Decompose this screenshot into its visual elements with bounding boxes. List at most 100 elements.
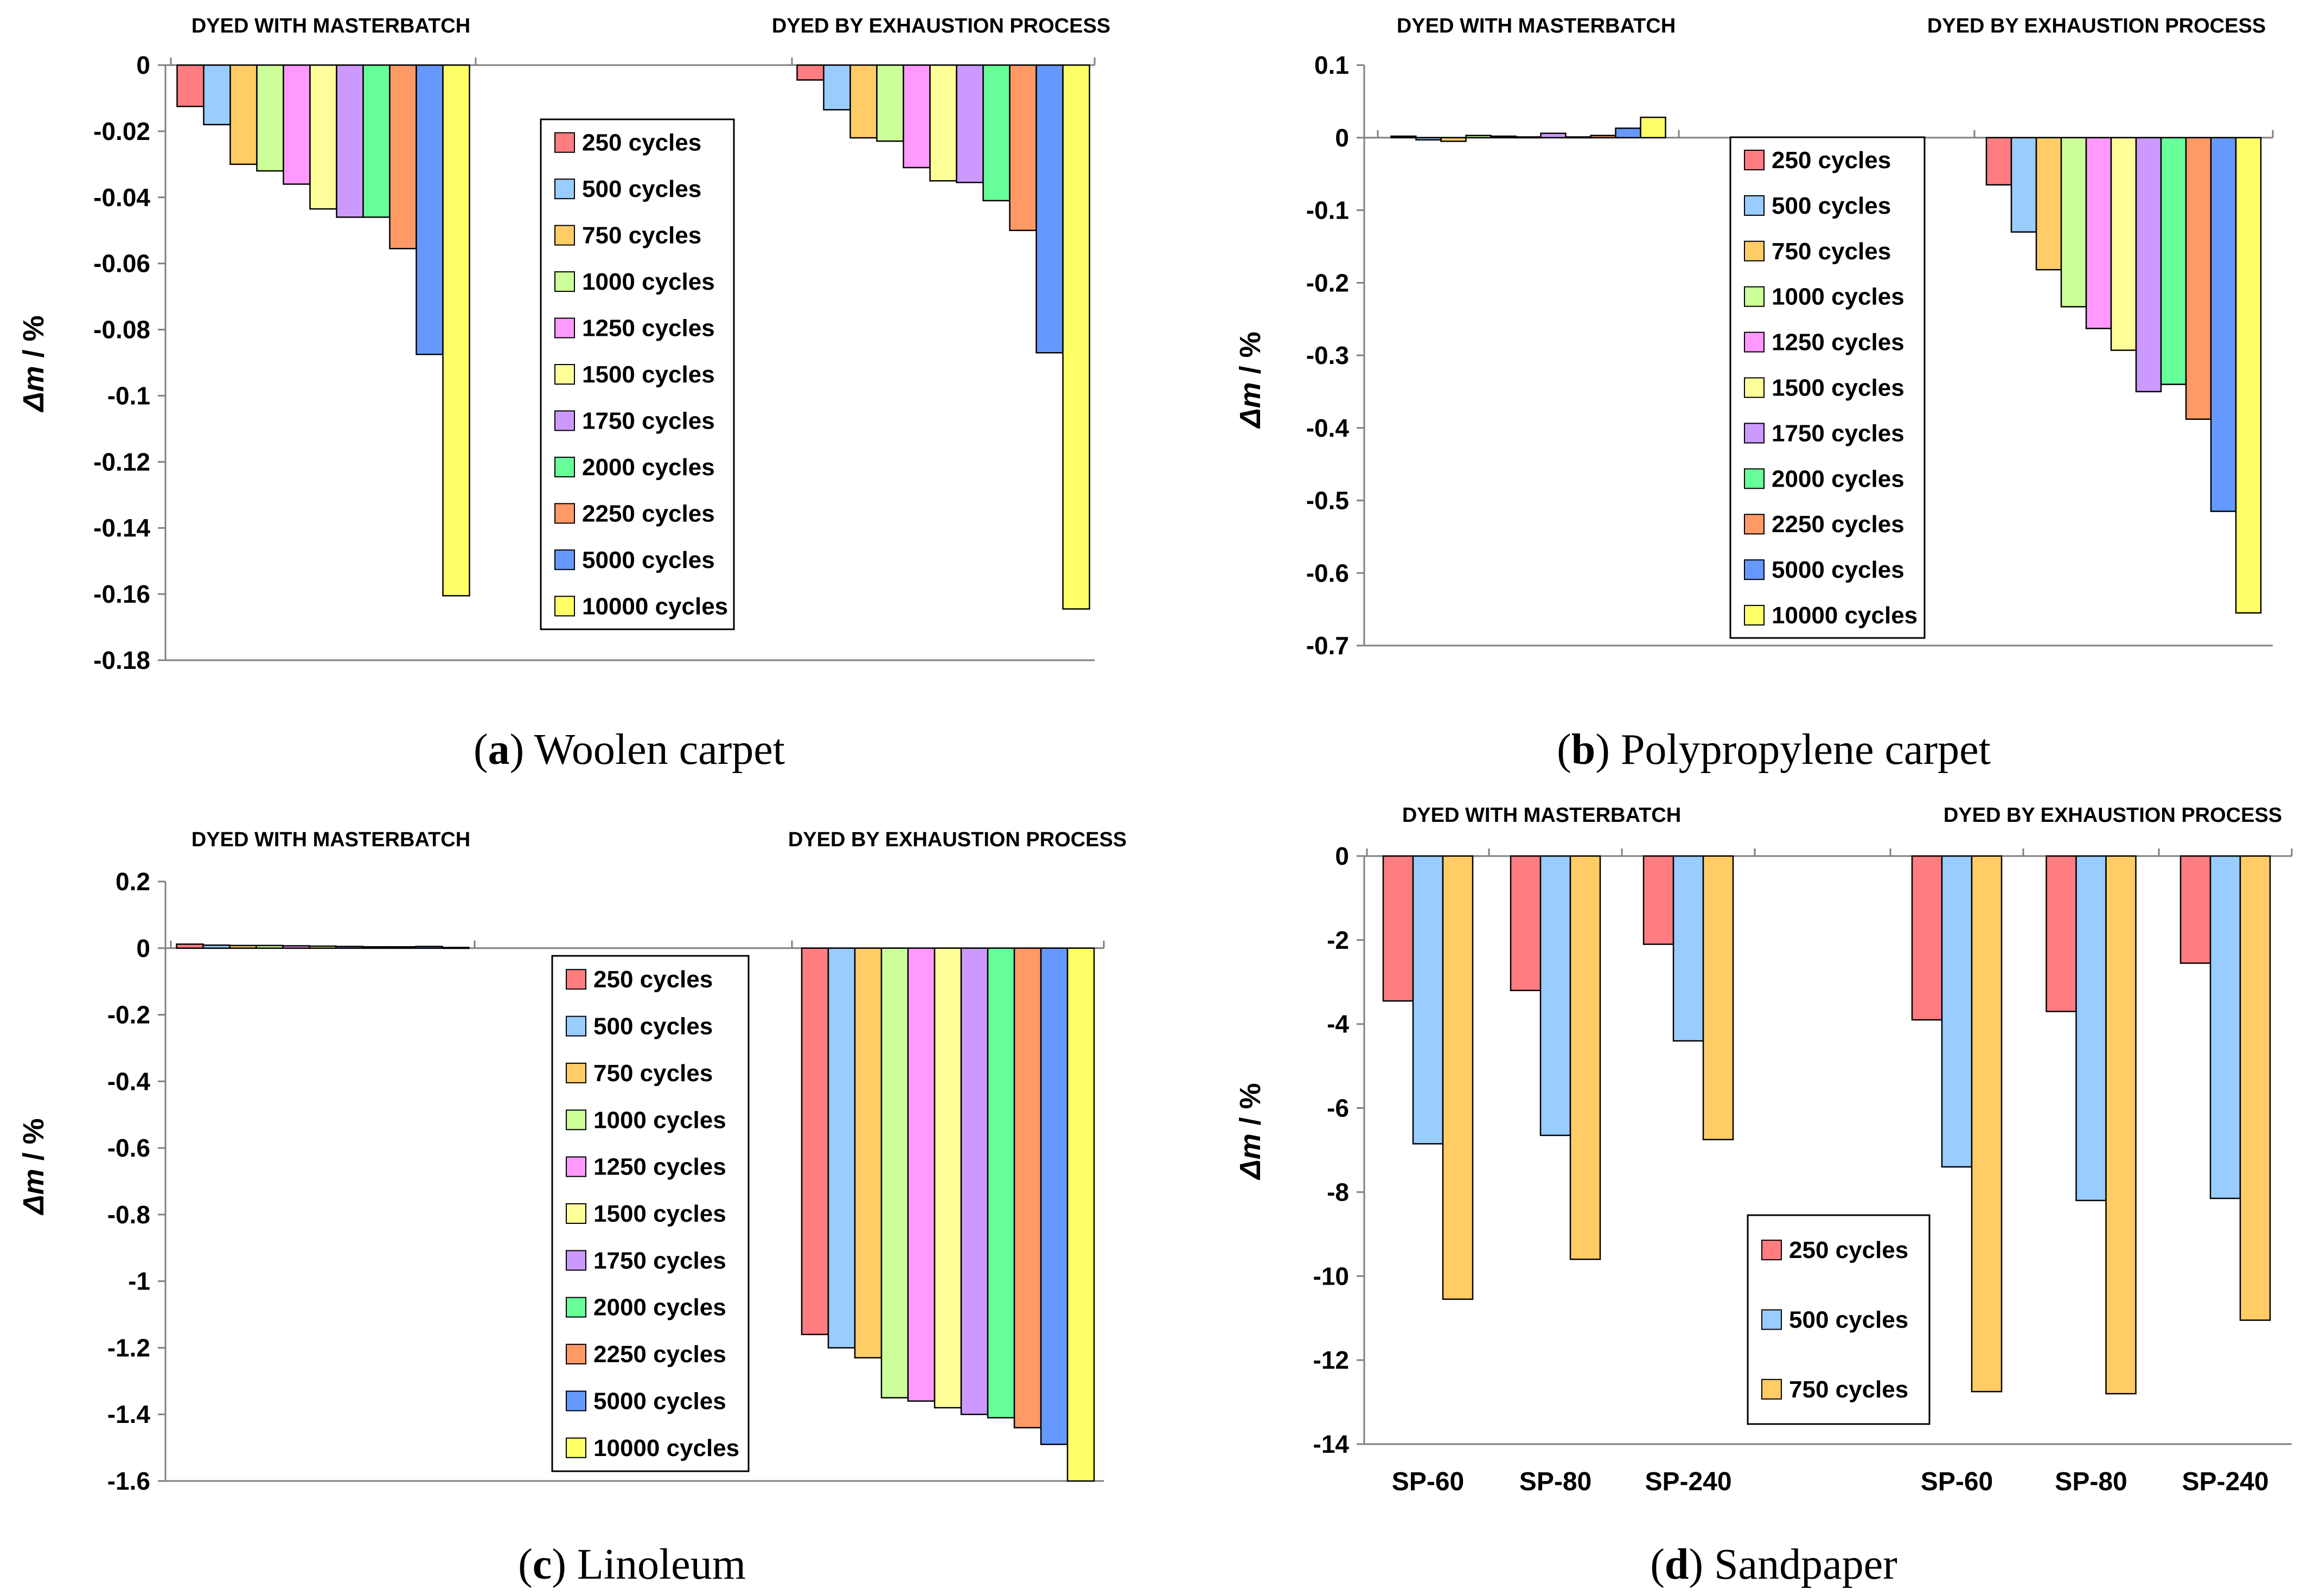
legend-swatch — [1744, 559, 1765, 580]
legend-swatch — [566, 1437, 586, 1458]
chart-panel-a: 0 -0.02 -0.04 -0.06 -0.08 -0.1 -0.12 -0.14 -0.16… — [17, 15, 1110, 774]
legend-label: 1500 cycles — [1772, 375, 1904, 401]
bar-1000-cycles-group-2 — [880, 947, 909, 1399]
bar-750-cycles-SP-80 — [2105, 855, 2137, 1395]
bar-2000-cycles-group-1 — [362, 64, 391, 218]
y-tick-label: -0.04 — [93, 183, 150, 212]
y-axis-label: Δm / % — [17, 315, 50, 412]
legend-label: 2000 cycles — [582, 454, 715, 481]
bar-1750-cycles-group-1 — [335, 946, 363, 949]
legend-label: 250 cycles — [593, 966, 713, 993]
legend-swatch — [554, 364, 575, 385]
legend-label: 5000 cycles — [582, 547, 715, 573]
y-tick-label: -10 — [1313, 1262, 1349, 1290]
legend-swatch — [1744, 240, 1765, 261]
legend-swatch — [1744, 423, 1765, 444]
bar-1500-cycles-group-2 — [929, 64, 957, 182]
legend-label: 1000 cycles — [582, 269, 715, 295]
legend-label: 2250 cycles — [593, 1341, 726, 1368]
y-tick-label: -0.8 — [107, 1201, 150, 1229]
legend-label: 500 cycles — [1789, 1307, 1908, 1333]
bar-5000-cycles-group-2 — [2210, 137, 2237, 512]
x-tick-label: SP-240 — [2182, 1467, 2268, 1496]
legend-swatch — [566, 1297, 586, 1318]
y-tick-label: -0.12 — [93, 448, 150, 476]
bar-1500-cycles-group-2 — [934, 947, 962, 1409]
legend-swatch — [554, 410, 575, 431]
bar-1750-cycles-group-1 — [1540, 132, 1567, 139]
y-tick-label: -1.6 — [107, 1467, 150, 1495]
bar-1500-cycles-group-1 — [309, 945, 337, 949]
legend-label: 250 cycles — [582, 130, 701, 156]
bar-500-cycles-SP-240 — [2209, 855, 2241, 1199]
legend-swatch — [1744, 286, 1765, 307]
y-axis-label: Δm / % — [1234, 331, 1267, 429]
panel-caption: (b) Polypropylene carpet — [1557, 726, 1991, 774]
y-tick-label: -0.08 — [93, 316, 150, 344]
bar-1000-cycles-group-2 — [876, 64, 904, 142]
legend-swatch — [566, 1062, 586, 1083]
y-tick-label: -1 — [128, 1267, 150, 1295]
y-axis-label-symbol: Δm — [1234, 382, 1267, 429]
y-tick-label: -0.1 — [107, 381, 150, 410]
legend-label: 500 cycles — [1772, 193, 1891, 219]
legend-label: 10000 cycles — [1772, 602, 1918, 629]
x-tick-label: SP-80 — [1519, 1467, 1591, 1496]
bar-750-cycles-group-2 — [854, 947, 883, 1359]
legend-swatch — [554, 596, 575, 617]
y-axis-label-unit: / % — [17, 315, 50, 366]
bar-5000-cycles-group-1 — [1615, 127, 1641, 139]
caption-paren: ) — [1595, 726, 1610, 774]
bar-5000-cycles-group-1 — [416, 64, 444, 355]
group-label: DYED WITH MASTERBATCH — [191, 15, 470, 37]
bar-250-cycles-group-1 — [176, 943, 204, 949]
caption-text: Sandpaper — [1703, 1541, 1897, 1588]
x-tick-label: SP-240 — [1645, 1467, 1731, 1496]
bar-10000-cycles-group-2 — [1066, 947, 1095, 1482]
panel-caption: (c) Linoleum — [518, 1541, 746, 1588]
bar-1250-cycles-group-2 — [2085, 137, 2112, 329]
bar-1750-cycles-group-1 — [336, 64, 364, 218]
y-tick-label: -0.2 — [1306, 269, 1349, 297]
bar-1250-cycles-group-1 — [283, 64, 311, 185]
bar-2000-cycles-group-2 — [982, 64, 1011, 202]
bar-1500-cycles-group-2 — [2110, 137, 2137, 351]
group-label: DYED BY EXHAUSTION PROCESS — [1927, 15, 2266, 37]
group-label: DYED WITH MASTERBATCH — [1402, 804, 1681, 827]
legend-swatch — [566, 1250, 586, 1271]
y-axis-label: Δm / % — [17, 1118, 50, 1215]
legend-label: 750 cycles — [582, 222, 701, 249]
y-tick-label: 0.2 — [116, 867, 150, 896]
y-axis-label-symbol: Δm — [17, 366, 50, 412]
panel-caption: (a) Woolen carpet — [474, 726, 785, 774]
y-axis-label-symbol: Δm — [1234, 1133, 1267, 1180]
legend-swatch — [554, 271, 575, 292]
legend-label: 2000 cycles — [1772, 465, 1904, 492]
caption-paren: ( — [1650, 1541, 1665, 1588]
bar-1250-cycles-group-2 — [907, 947, 936, 1402]
legend: 250 cycles 500 cycles 750 cycles 1000 cycle… — [540, 118, 735, 630]
y-tick-label: -14 — [1313, 1430, 1350, 1458]
bar-750-cycles-SP-60 — [1971, 855, 2003, 1393]
chart-panel-c: 0.2 0 -0.2 -0.4 -0.6 -0.8 -1 -1.2 -1.4 -1.6 Δm / %… — [17, 828, 1127, 1588]
group-label: DYED BY EXHAUSTION PROCESS — [1944, 804, 2282, 827]
legend-label: 500 cycles — [593, 1013, 713, 1040]
legend-label: 250 cycles — [1772, 147, 1891, 174]
legend-swatch — [566, 1390, 586, 1412]
caption-paren: ( — [518, 1541, 533, 1588]
bar-10000-cycles-group-1 — [1640, 117, 1666, 139]
legend-swatch — [1761, 1309, 1782, 1330]
y-tick-label: -0.14 — [93, 514, 150, 542]
caption-letter: b — [1571, 726, 1596, 774]
legend-label: 750 cycles — [1789, 1376, 1908, 1403]
y-tick-label: -0.6 — [1306, 559, 1349, 587]
legend-label: 1250 cycles — [1772, 329, 1904, 356]
bar-10000-cycles-group-2 — [1062, 64, 1090, 610]
legend-label: 10000 cycles — [593, 1435, 739, 1461]
bar-1250-cycles-group-1 — [1490, 135, 1517, 138]
legend-swatch — [566, 1016, 586, 1037]
bar-2000-cycles-group-2 — [2160, 137, 2187, 385]
legend: 250 cycles 500 cycles 750 cycles — [1747, 1214, 1931, 1425]
legend-swatch — [1744, 195, 1765, 216]
legend-swatch — [566, 1203, 586, 1224]
